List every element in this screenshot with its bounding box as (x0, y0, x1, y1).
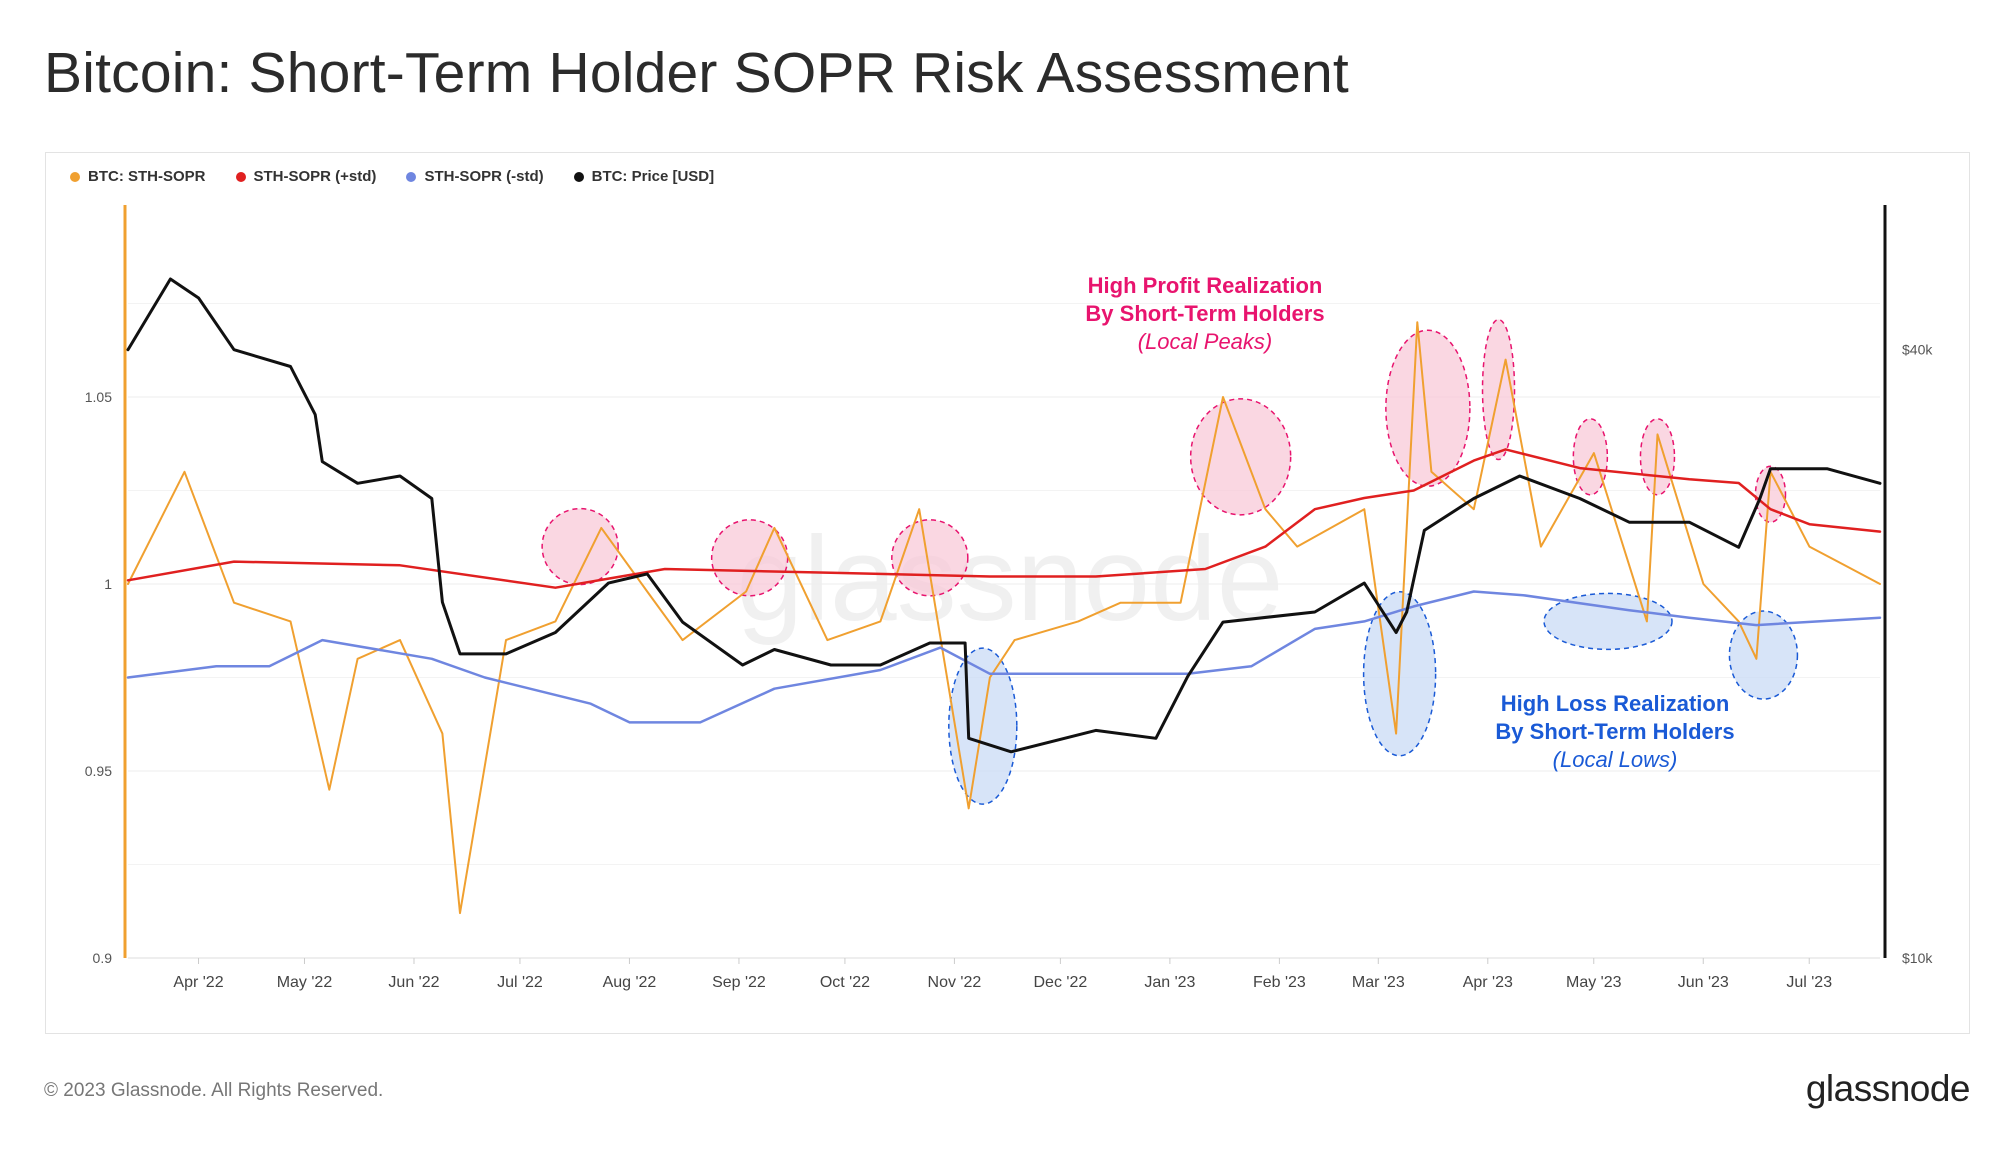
x-tick-label: Nov '22 (928, 974, 982, 991)
copyright-footer: © 2023 Glassnode. All Rights Reserved. (44, 1080, 384, 1101)
x-tick-label: Apr '23 (1463, 974, 1513, 991)
legend-item-price[interactable]: BTC: Price [USD] (573, 168, 715, 185)
x-tick-label: Jul '22 (497, 974, 543, 991)
price-line (126, 277, 1882, 754)
annotation-line: By Short-Term Holders (1085, 301, 1325, 326)
legend-label: BTC: STH-SOPR (88, 168, 206, 185)
legend-dot-icon (406, 171, 417, 182)
annotation-subline: (Local Peaks) (1137, 329, 1273, 354)
x-tick-label: Mar '23 (1352, 974, 1405, 991)
annotation-subline: (Local Lows) (1552, 747, 1678, 772)
annotation-line: High Profit Realization (1087, 273, 1323, 298)
x-tick-label: Dec '22 (1034, 974, 1088, 991)
low-highlight (1728, 610, 1799, 700)
x-tick-label: May '22 (277, 974, 333, 991)
x-tick-label: Sep '22 (712, 974, 766, 991)
x-tick-label: Oct '22 (820, 974, 870, 991)
legend-item-plus-std[interactable]: STH-SOPR (+std) (235, 168, 377, 185)
legend-dot-icon (573, 171, 584, 182)
peak-highlight (541, 507, 619, 586)
legend-dot-icon (70, 171, 80, 182)
peak-highlight (891, 519, 969, 597)
y-left-tick-label: 1.05 (85, 389, 112, 405)
x-tick-label: Jun '22 (388, 974, 439, 991)
x-tick-label: Aug '22 (603, 974, 657, 991)
legend-label: STH-SOPR (+std) (253, 168, 377, 185)
annotation-line: By Short-Term Holders (1495, 719, 1735, 744)
plus-std-line (126, 448, 1882, 589)
glassnode-logo[interactable]: glassnode (1805, 1068, 1971, 1109)
y-left-tick-label: 0.9 (93, 950, 113, 966)
peak-highlight (1639, 418, 1676, 496)
y-left-tick-label: 1 (104, 576, 112, 592)
annotation-line: High Loss Realization (1500, 691, 1730, 716)
x-tick-label: Jul '23 (1786, 974, 1832, 991)
legend-item-sth-sopr[interactable]: BTC: STH-SOPR (70, 168, 206, 185)
page-title: Bitcoin: Short-Term Holder SOPR Risk Ass… (44, 41, 1349, 105)
chart-legend: BTC: STH-SOPR STH-SOPR (+std) STH-SOPR (… (70, 168, 714, 185)
x-tick-label: Jan '23 (1144, 974, 1195, 991)
watermark: glassnode (736, 512, 1283, 646)
peak-highlight (1385, 329, 1471, 487)
peak-highlight (1572, 418, 1609, 496)
x-tick-label: Feb '23 (1253, 974, 1306, 991)
x-tick-label: May '23 (1566, 974, 1622, 991)
legend-label: BTC: Price [USD] (591, 168, 715, 185)
y-right-tick-label: $40k (1902, 342, 1933, 358)
y-left-tick-label: 0.95 (85, 763, 112, 779)
peak-highlight (1754, 465, 1787, 523)
legend-dot-icon (235, 171, 246, 182)
y-right-tick-label: $10k (1902, 950, 1933, 966)
legend-label: STH-SOPR (-std) (424, 168, 544, 185)
legend-item-minus-std[interactable]: STH-SOPR (-std) (406, 168, 544, 185)
sth-sopr-line (127, 321, 1881, 915)
x-tick-label: Jun '23 (1678, 974, 1729, 991)
annotation-local-peaks: High Profit Realization By Short-Term Ho… (1040, 272, 1370, 356)
peak-highlight (1189, 398, 1292, 516)
minus-std-line (126, 590, 1882, 724)
annotation-local-lows: High Loss Realization By Short-Term Hold… (1450, 690, 1780, 774)
low-highlight (1543, 592, 1673, 651)
x-tick-label: Apr '22 (173, 974, 223, 991)
